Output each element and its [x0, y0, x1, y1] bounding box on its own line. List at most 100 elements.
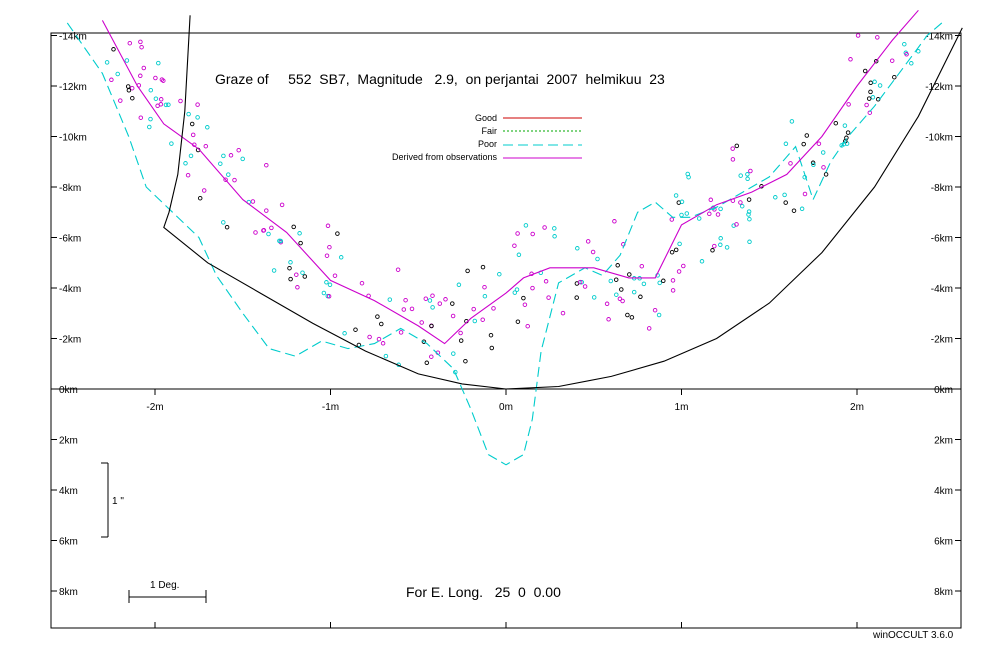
- y-tick-label-left: 4km: [59, 486, 78, 497]
- observation-dot: [889, 58, 895, 63]
- observation-dot: [864, 102, 869, 108]
- observation-dot: [789, 119, 795, 124]
- observation-dot: [158, 97, 164, 102]
- observation-dot: [295, 285, 300, 290]
- observation-dot: [833, 120, 839, 126]
- observation-dot: [816, 141, 822, 146]
- observation-dot: [463, 358, 468, 364]
- observation-dot: [379, 321, 384, 327]
- observation-dot: [619, 287, 624, 292]
- observation-dot: [236, 147, 241, 153]
- observation-dot: [324, 253, 330, 258]
- observation-dot: [471, 306, 476, 312]
- observation-dot: [657, 280, 662, 286]
- observation-dot: [839, 143, 844, 148]
- observation-dot: [218, 161, 223, 166]
- observation-dot: [279, 202, 285, 208]
- observation-dot: [450, 301, 455, 306]
- observation-dot: [595, 256, 600, 262]
- observation-dot: [141, 65, 147, 71]
- y-tick-label-left: 6km: [59, 537, 78, 548]
- observation-dot: [802, 191, 808, 197]
- observation-dot: [482, 284, 487, 290]
- observation-dot: [669, 217, 675, 222]
- observation-dot: [269, 225, 274, 231]
- observation-dot: [696, 216, 702, 221]
- observation-dot: [451, 351, 456, 356]
- observation-dot: [325, 223, 331, 229]
- observation-dot: [810, 160, 816, 166]
- observation-dot: [904, 52, 909, 57]
- observation-dot: [458, 330, 463, 336]
- observation-dot: [724, 245, 730, 250]
- observation-dot: [739, 203, 745, 209]
- observation-dot: [240, 156, 245, 162]
- observation-dot: [166, 102, 171, 107]
- observation-dot: [294, 272, 299, 277]
- y-tick-label-right: -2km: [931, 335, 953, 346]
- legend-poor-label: Poor: [478, 139, 497, 149]
- observation-dot: [801, 141, 806, 147]
- observation-dot: [745, 176, 750, 182]
- observation-dot: [148, 116, 153, 122]
- observation-dot: [291, 224, 296, 230]
- observation-dot: [115, 71, 120, 77]
- derived-from-observations-curve: [101, 9, 919, 345]
- x-tick-label: -2m: [146, 402, 163, 413]
- observation-dot: [147, 124, 152, 130]
- observation-dot: [591, 295, 597, 300]
- observation-dot: [855, 33, 861, 38]
- observation-dot: [804, 133, 810, 138]
- degree-scale-label: 1 Deg.: [150, 580, 179, 591]
- observation-dot: [298, 240, 303, 246]
- observation-dot: [542, 225, 547, 230]
- y-tick-label-left: -14km: [59, 32, 87, 43]
- observation-dot: [677, 241, 682, 247]
- observation-dot: [376, 336, 382, 342]
- observation-dot: [823, 172, 829, 177]
- y-tick-label-right: 6km: [934, 537, 953, 548]
- observation-dot: [421, 339, 427, 344]
- observation-dot: [552, 234, 557, 239]
- observation-dot: [892, 74, 897, 80]
- observation-dot: [430, 305, 435, 310]
- observation-dot: [868, 89, 873, 95]
- y-tick-label-right: -12km: [925, 82, 953, 93]
- y-tick-label-left: 0km: [59, 385, 78, 396]
- observation-dot: [130, 95, 135, 101]
- profile-curves: [66, 9, 963, 466]
- observation-dot: [522, 302, 528, 307]
- y-tick-label-right: 4km: [934, 486, 953, 497]
- y-tick-label-right: -6km: [931, 234, 953, 245]
- observation-dot: [734, 143, 740, 149]
- observation-dot: [139, 44, 144, 50]
- observation-dot: [497, 271, 502, 277]
- observation-dot: [730, 157, 736, 162]
- observation-dot: [342, 331, 347, 336]
- observation-dot: [424, 360, 430, 366]
- x-tick-label: 0m: [499, 402, 513, 413]
- observation-dot: [585, 239, 591, 244]
- observation-dot: [525, 323, 530, 329]
- observation-dot: [302, 274, 308, 279]
- observation-dot: [203, 143, 209, 149]
- observation-dot: [738, 173, 743, 178]
- observation-dot: [515, 319, 521, 324]
- observation-dot: [327, 244, 332, 250]
- observation-dot: [673, 193, 679, 198]
- observation-dot: [188, 153, 194, 159]
- observation-dot: [916, 49, 921, 54]
- observation-dot: [791, 208, 797, 213]
- observation-dot: [383, 353, 389, 359]
- observation-dot: [718, 242, 723, 248]
- legend: Good Fair Poor Derived from observations: [392, 113, 582, 162]
- observation-dot: [437, 301, 443, 306]
- observation-dot: [183, 161, 188, 166]
- y-tick-label-right: 2km: [934, 436, 953, 447]
- observation-dot: [190, 132, 196, 138]
- observation-dot: [423, 296, 429, 301]
- observation-dot: [845, 130, 851, 135]
- observation-dot: [109, 77, 114, 83]
- degree-scale-marker: 1 Deg.: [128, 580, 207, 603]
